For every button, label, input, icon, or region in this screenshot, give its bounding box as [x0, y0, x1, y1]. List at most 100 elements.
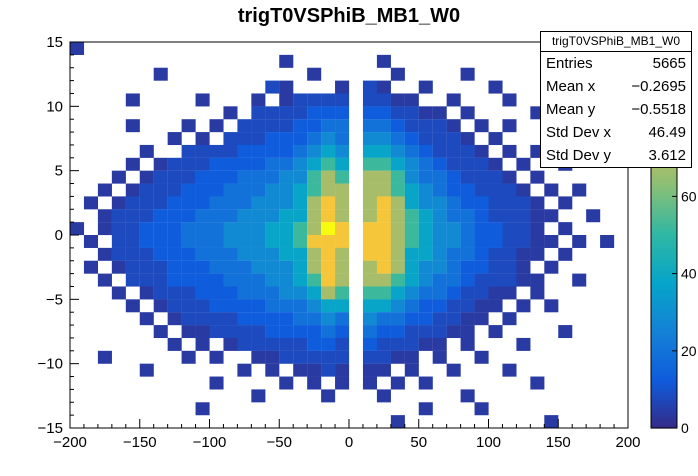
colorbar-gradient [651, 360, 677, 365]
heatmap-cell [307, 337, 322, 351]
heatmap-cell [195, 260, 210, 274]
heatmap-cell [181, 209, 196, 223]
heatmap-cell [362, 299, 377, 313]
y-tick-label: −10 [38, 356, 63, 373]
heatmap-cell [446, 286, 461, 300]
heatmap-cell [251, 235, 266, 248]
heatmap-cell [195, 144, 210, 158]
heatmap-cell [418, 260, 433, 274]
heatmap-cell [376, 247, 391, 261]
heatmap-cell [279, 93, 294, 107]
colorbar-gradient [651, 238, 677, 243]
heatmap-cell [279, 273, 294, 287]
heatmap-cell [502, 170, 517, 184]
heatmap-cell [432, 132, 447, 146]
heatmap-cell [125, 299, 140, 313]
heatmap-cell [404, 209, 419, 223]
heatmap-cell [488, 170, 503, 184]
heatmap-cell [418, 376, 433, 390]
heatmap-cell [307, 67, 322, 81]
colorbar-gradient [651, 328, 677, 333]
colorbar-gradient [651, 267, 677, 271]
heatmap-cell [502, 260, 517, 274]
heatmap-cell [195, 325, 210, 339]
heatmap-cell [390, 337, 405, 351]
y-tick-label: 0 [55, 227, 63, 244]
heatmap-cell [251, 196, 266, 210]
heatmap-cell [279, 337, 294, 351]
heatmap-cell [376, 196, 391, 210]
heatmap-cell [544, 235, 559, 248]
heatmap-cell [279, 235, 294, 248]
stat-label: Mean x [546, 78, 596, 95]
heatmap-cell [167, 299, 182, 313]
heatmap-cell [279, 196, 294, 210]
heatmap-cell [209, 157, 224, 171]
heatmap-cell [321, 222, 336, 236]
heatmap-cell [209, 144, 224, 158]
heatmap-cell [139, 144, 154, 158]
heatmap-cell [558, 325, 573, 339]
colorbar-gradient [651, 305, 677, 310]
x-tick-label: 0 [345, 434, 353, 451]
heatmap-cell [167, 157, 182, 171]
heatmap-cell [432, 337, 447, 351]
heatmap-cell [251, 299, 266, 313]
heatmap-cell [279, 54, 294, 68]
heatmap-cell [376, 312, 391, 326]
heatmap-cell [418, 132, 433, 146]
heatmap-cell [279, 80, 294, 94]
heatmap-cell [209, 286, 224, 300]
heatmap-cell [195, 273, 210, 287]
colorbar-gradient [651, 347, 677, 352]
heatmap-cell [446, 363, 461, 377]
heatmap-cell [474, 119, 489, 133]
heatmap-cell [293, 350, 308, 364]
heatmap-cell [544, 415, 559, 429]
heatmap-cell [153, 299, 168, 313]
heatmap-cell [125, 222, 140, 236]
heatmap-cell [446, 273, 461, 287]
heatmap-cell [404, 106, 419, 120]
colorbar-tick-label: 40 [681, 266, 697, 282]
colorbar-gradient [651, 331, 677, 336]
heatmap-cell [335, 196, 350, 210]
heatmap-cell [223, 183, 238, 197]
heatmap-cell [418, 235, 433, 248]
heatmap-cell [404, 144, 419, 158]
heatmap-cell [460, 325, 475, 339]
colorbar-gradient [651, 337, 677, 342]
heatmap-cell [460, 106, 475, 120]
heatmap-cell [362, 144, 377, 158]
heatmap-cell [251, 183, 266, 197]
heatmap-cell [460, 196, 475, 210]
colorbar-gradient [651, 193, 677, 197]
heatmap-cell [390, 93, 405, 107]
heatmap-cell [418, 144, 433, 158]
heatmap-cell [460, 286, 475, 300]
heatmap-cell [265, 273, 280, 287]
heatmap-cell [321, 273, 336, 287]
heatmap-cell [237, 235, 252, 248]
heatmap-cell [502, 222, 517, 236]
heatmap-cell [111, 170, 126, 184]
heatmap-cell [335, 93, 350, 107]
stat-label: Std Dev x [546, 124, 612, 141]
heatmap-cell [376, 337, 391, 351]
heatmap-cell [502, 119, 517, 133]
heatmap-cell [153, 183, 168, 197]
heatmap-cell [362, 222, 377, 236]
heatmap-cell [97, 183, 112, 197]
heatmap-cell [321, 93, 336, 107]
heatmap-cell [376, 286, 391, 300]
heatmap-cell [209, 170, 224, 184]
heatmap-cell [97, 209, 112, 223]
colorbar-gradient [651, 228, 677, 233]
heatmap-cell [153, 325, 168, 339]
x-tick-label: 100 [476, 434, 501, 451]
heatmap-cell [111, 260, 126, 274]
heatmap-cell [223, 337, 238, 351]
heatmap-cell [209, 260, 224, 274]
heatmap-cell [195, 157, 210, 171]
heatmap-cell [70, 42, 85, 55]
